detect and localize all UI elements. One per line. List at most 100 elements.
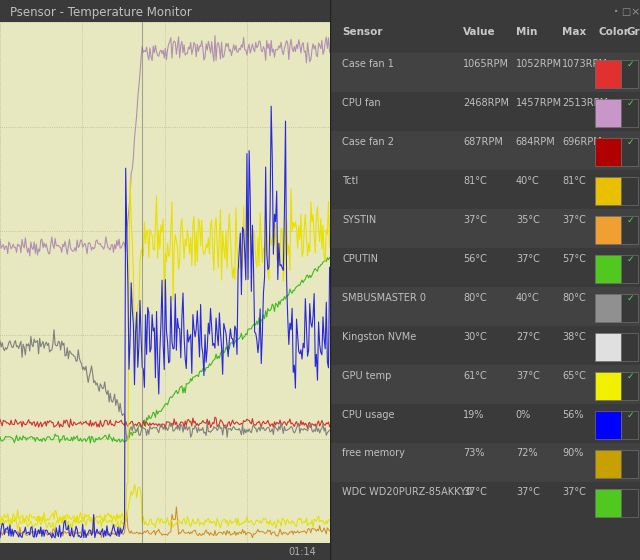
- Text: Psensor - Temperature Monitor: Psensor - Temperature Monitor: [10, 6, 191, 19]
- FancyBboxPatch shape: [595, 489, 621, 517]
- Text: Color: Color: [598, 27, 629, 37]
- FancyBboxPatch shape: [595, 99, 621, 127]
- FancyBboxPatch shape: [621, 294, 639, 322]
- FancyBboxPatch shape: [330, 53, 640, 92]
- Text: 37°C: 37°C: [463, 487, 487, 497]
- Text: CPU usage: CPU usage: [342, 409, 394, 419]
- FancyBboxPatch shape: [595, 177, 621, 205]
- Text: 61°C: 61°C: [463, 371, 487, 381]
- Text: 27°C: 27°C: [516, 332, 540, 342]
- FancyBboxPatch shape: [595, 450, 621, 478]
- Text: 696RPM: 696RPM: [563, 137, 602, 147]
- Text: CPUTIN: CPUTIN: [342, 254, 378, 264]
- FancyBboxPatch shape: [330, 287, 640, 326]
- FancyBboxPatch shape: [330, 131, 640, 170]
- Text: 37°C: 37°C: [516, 487, 540, 497]
- Text: ×: ×: [631, 7, 640, 17]
- FancyBboxPatch shape: [595, 60, 621, 88]
- Text: Case fan 2: Case fan 2: [342, 137, 394, 147]
- Text: ✓: ✓: [626, 372, 634, 381]
- Text: ✓: ✓: [626, 216, 634, 225]
- Text: ✓: ✓: [626, 60, 634, 69]
- Text: Max: Max: [563, 27, 587, 37]
- Text: 37°C: 37°C: [463, 214, 487, 225]
- Text: Min: Min: [516, 27, 537, 37]
- Text: 90%: 90%: [563, 449, 584, 459]
- FancyBboxPatch shape: [621, 411, 639, 439]
- FancyBboxPatch shape: [330, 404, 640, 442]
- Text: 1073RPM: 1073RPM: [563, 59, 609, 69]
- FancyBboxPatch shape: [621, 372, 639, 400]
- Text: 19%: 19%: [463, 409, 484, 419]
- FancyBboxPatch shape: [621, 450, 639, 478]
- FancyBboxPatch shape: [621, 138, 639, 166]
- Text: 65°C: 65°C: [563, 371, 586, 381]
- Text: 01:14: 01:14: [289, 548, 316, 557]
- Text: 80°C: 80°C: [563, 292, 586, 302]
- FancyBboxPatch shape: [330, 365, 640, 404]
- Text: ✓: ✓: [626, 255, 634, 264]
- Text: ✓: ✓: [626, 138, 634, 147]
- FancyBboxPatch shape: [330, 442, 640, 482]
- Text: Sensor: Sensor: [342, 27, 383, 37]
- Text: 2468RPM: 2468RPM: [463, 98, 509, 108]
- Text: ·: ·: [612, 3, 619, 22]
- FancyBboxPatch shape: [595, 294, 621, 322]
- Text: 37°C: 37°C: [516, 254, 540, 264]
- Text: ✓: ✓: [626, 411, 634, 420]
- FancyBboxPatch shape: [330, 326, 640, 365]
- Text: 0%: 0%: [516, 409, 531, 419]
- Text: 1065RPM: 1065RPM: [463, 59, 509, 69]
- FancyBboxPatch shape: [621, 99, 639, 127]
- Text: 81°C: 81°C: [563, 176, 586, 186]
- FancyBboxPatch shape: [595, 372, 621, 400]
- Text: 40°C: 40°C: [516, 176, 540, 186]
- Text: 72%: 72%: [516, 449, 538, 459]
- FancyBboxPatch shape: [621, 255, 639, 283]
- FancyBboxPatch shape: [595, 255, 621, 283]
- FancyBboxPatch shape: [330, 209, 640, 248]
- FancyBboxPatch shape: [621, 489, 639, 517]
- FancyBboxPatch shape: [621, 60, 639, 88]
- Text: □: □: [621, 7, 630, 17]
- FancyBboxPatch shape: [595, 216, 621, 244]
- Text: 73%: 73%: [463, 449, 484, 459]
- FancyBboxPatch shape: [330, 92, 640, 131]
- Text: 1052RPM: 1052RPM: [516, 59, 562, 69]
- Text: WDC WD20PURZ-85AKKY0: WDC WD20PURZ-85AKKY0: [342, 487, 472, 497]
- Text: Kingston NVMe: Kingston NVMe: [342, 332, 416, 342]
- Text: 687RPM: 687RPM: [463, 137, 503, 147]
- FancyBboxPatch shape: [330, 170, 640, 209]
- FancyBboxPatch shape: [595, 333, 621, 361]
- Text: 35°C: 35°C: [516, 214, 540, 225]
- FancyBboxPatch shape: [621, 177, 639, 205]
- Text: SYSTIN: SYSTIN: [342, 214, 376, 225]
- Text: 80°C: 80°C: [463, 292, 487, 302]
- FancyBboxPatch shape: [621, 333, 639, 361]
- Text: 56°C: 56°C: [463, 254, 487, 264]
- Text: ✓: ✓: [626, 294, 634, 303]
- FancyBboxPatch shape: [621, 216, 639, 244]
- Text: GPU temp: GPU temp: [342, 371, 392, 381]
- Text: SMBUSMASTER 0: SMBUSMASTER 0: [342, 292, 426, 302]
- Text: 30°C: 30°C: [463, 332, 487, 342]
- Text: Value: Value: [463, 27, 496, 37]
- Text: free memory: free memory: [342, 449, 405, 459]
- Text: 37°C: 37°C: [563, 214, 586, 225]
- Text: 1457RPM: 1457RPM: [516, 98, 562, 108]
- FancyBboxPatch shape: [330, 482, 640, 521]
- Text: 37°C: 37°C: [516, 371, 540, 381]
- Text: Graph: Graph: [626, 27, 640, 37]
- Text: 37°C: 37°C: [563, 487, 586, 497]
- Text: Tctl: Tctl: [342, 176, 358, 186]
- FancyBboxPatch shape: [595, 411, 621, 439]
- Text: 40°C: 40°C: [516, 292, 540, 302]
- Text: 38°C: 38°C: [563, 332, 586, 342]
- Text: CPU fan: CPU fan: [342, 98, 381, 108]
- Text: 56%: 56%: [563, 409, 584, 419]
- Text: Case fan 1: Case fan 1: [342, 59, 394, 69]
- FancyBboxPatch shape: [595, 138, 621, 166]
- Text: 2513RPM: 2513RPM: [563, 98, 609, 108]
- FancyBboxPatch shape: [330, 248, 640, 287]
- Text: ✓: ✓: [626, 99, 634, 108]
